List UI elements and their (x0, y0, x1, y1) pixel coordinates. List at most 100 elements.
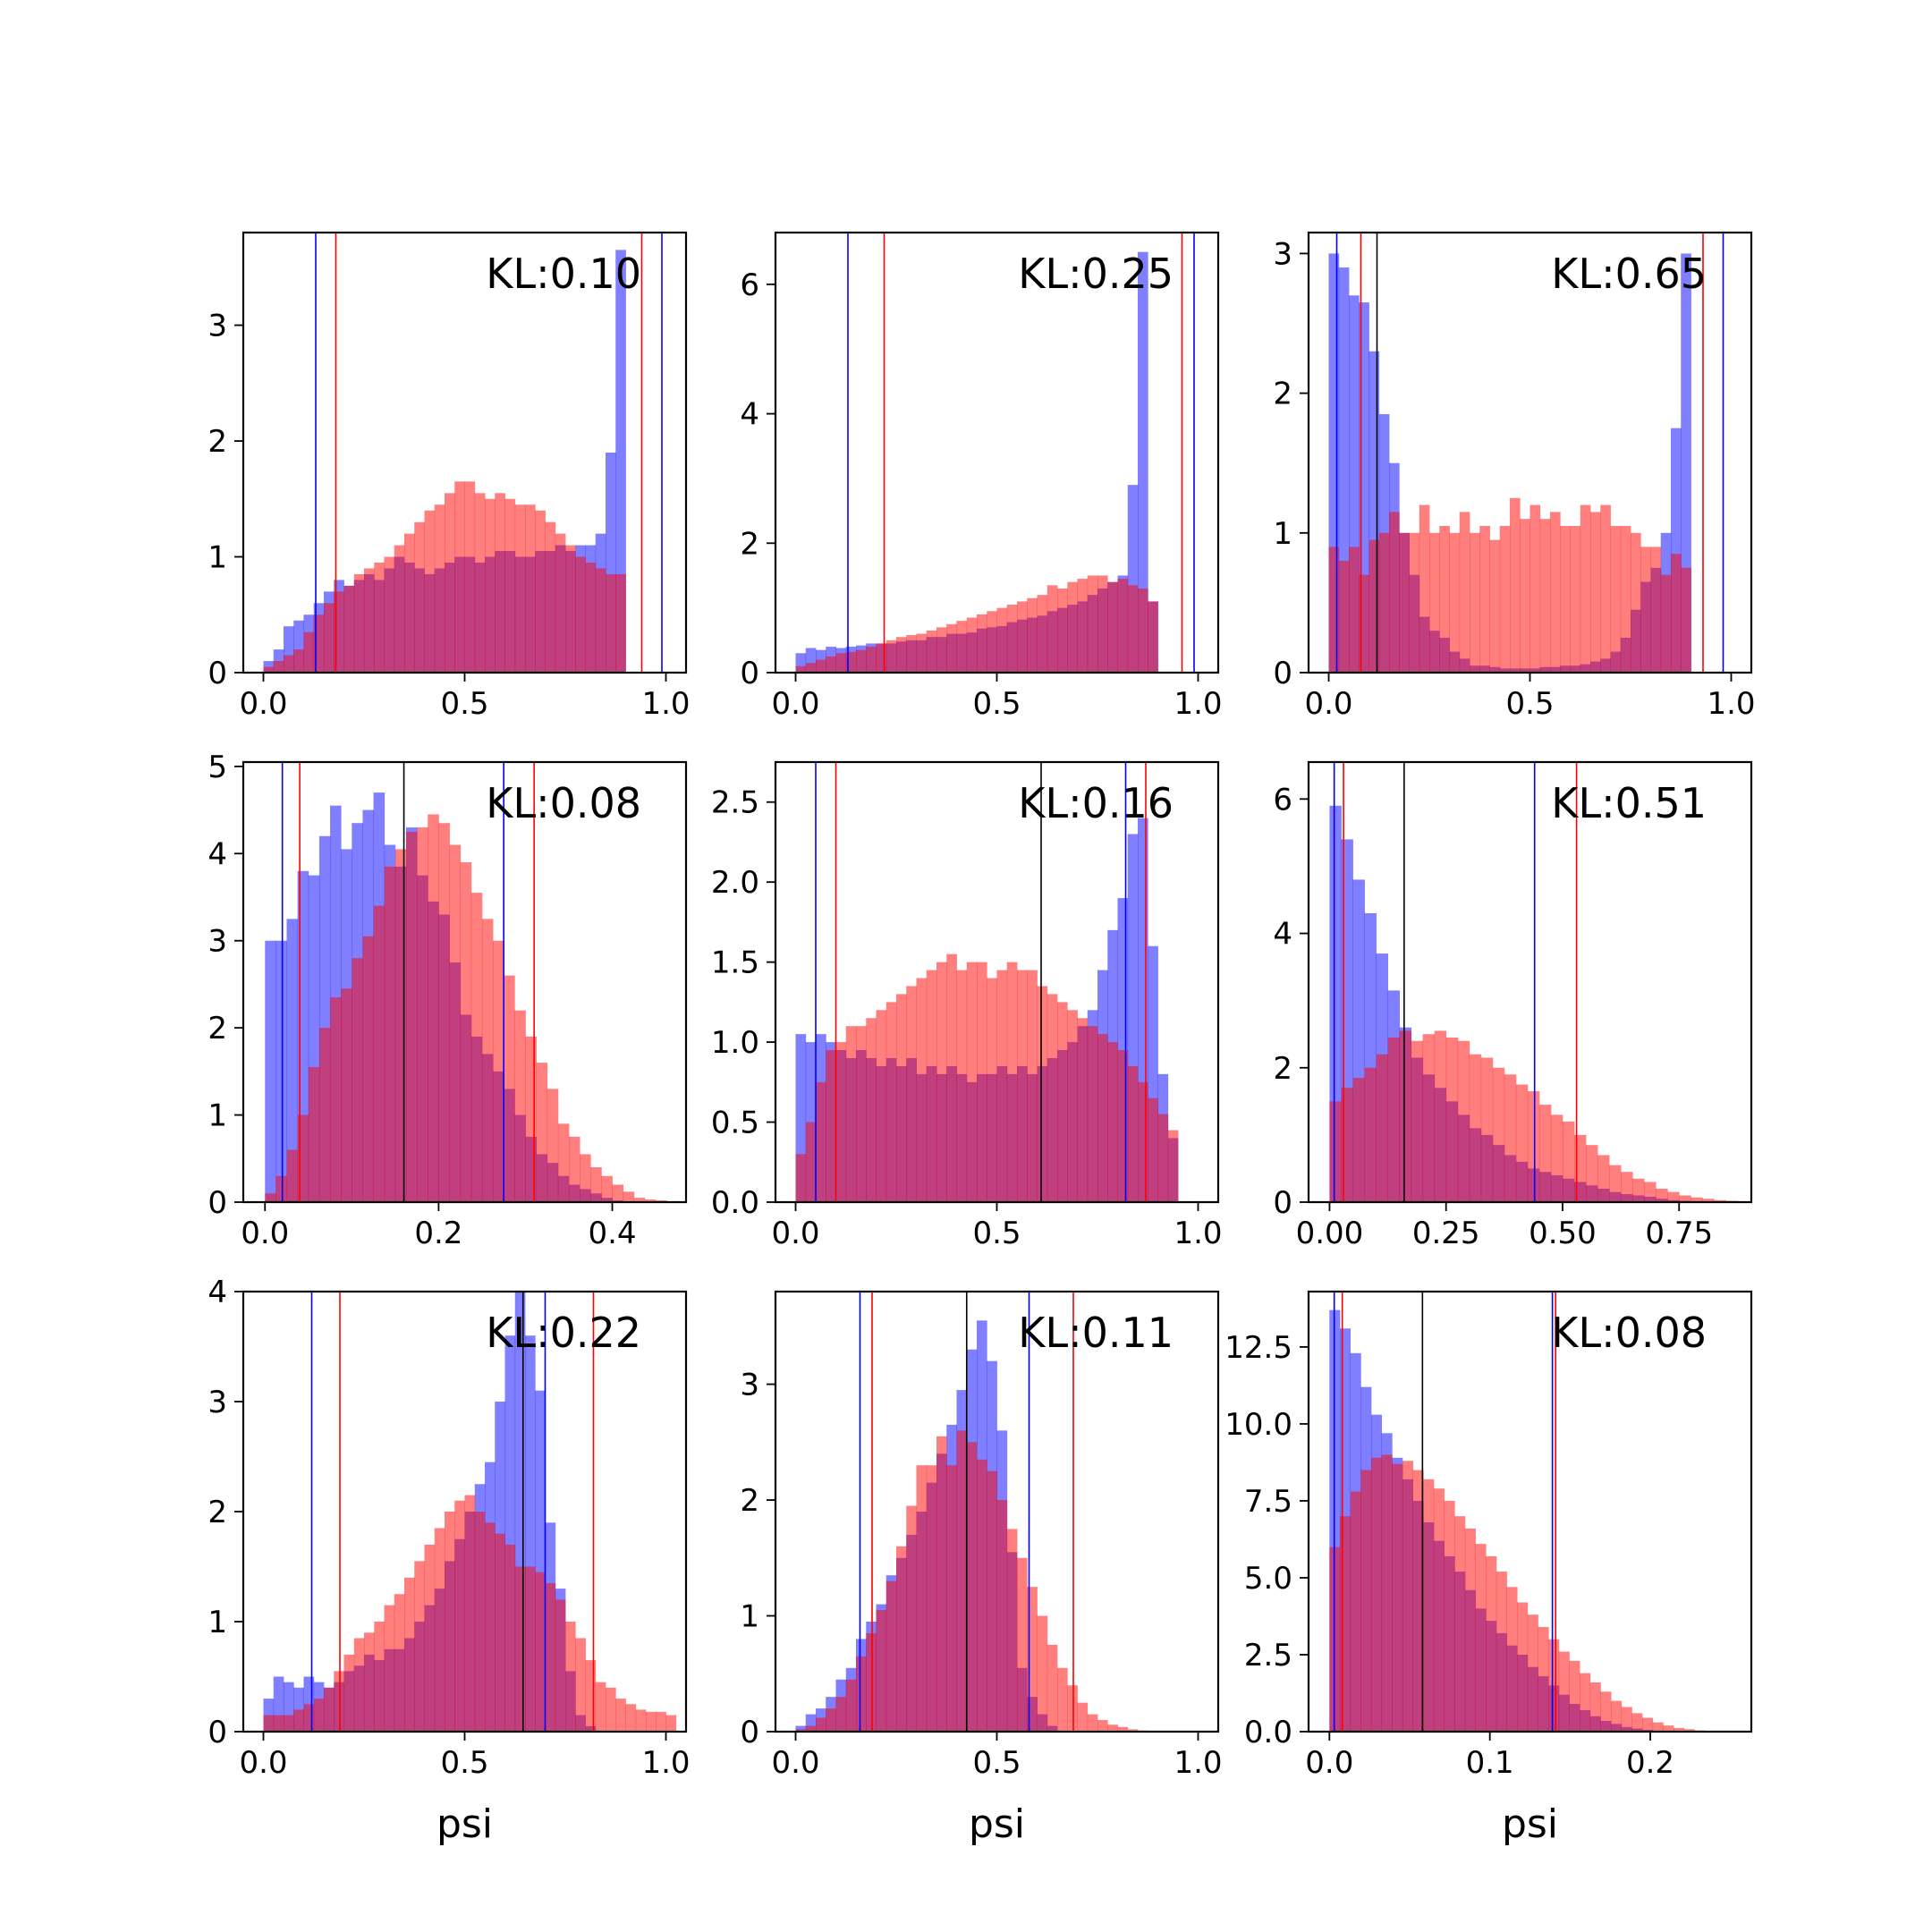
histogram-bar-red (1423, 1479, 1435, 1732)
histogram-bar-red (1667, 1191, 1680, 1202)
histogram-bar-blue (615, 250, 626, 673)
histogram-bar-red (1409, 532, 1420, 673)
histogram-bar-red (1539, 519, 1551, 673)
subplot-a: 0.0 0.5 1.0 0 1 2 3 KL:0.10 (208, 231, 691, 722)
histogram-bar-red (1077, 1702, 1089, 1732)
histogram-bar-red (1339, 1516, 1352, 1732)
histogram-bar-red (615, 573, 626, 673)
histogram-bar-red (826, 1708, 836, 1732)
histogram-bar-red (404, 533, 415, 673)
histogram-bar-red (956, 970, 968, 1202)
histogram-bar-red (987, 978, 997, 1202)
histogram-bar-red (525, 1036, 537, 1202)
histogram-bar-red (1679, 1195, 1691, 1202)
histogram-bar-blue (263, 661, 275, 673)
subplot-i: 0.0 0.1 0.2 0.0 2.5 5.0 7.5 10.0 12.5 KL:0.08 psi (1224, 1290, 1753, 1847)
subplot-f: 0.00 0.25 0.50 0.75 0 2 4 6 KL:0.51 (1273, 760, 1753, 1251)
histogram-bar-red (1402, 1461, 1413, 1732)
histogram-bar-red (404, 1577, 415, 1732)
histogram-bar-red (1464, 1528, 1476, 1732)
histogram-bar-blue (1349, 295, 1360, 673)
y-tick-label: 5.0 (1244, 1561, 1292, 1597)
x-tick-label: 1.0 (641, 686, 690, 722)
histogram-bar-red (615, 1699, 626, 1732)
histogram-bar-red (625, 1704, 637, 1732)
histogram-bar-red (384, 556, 395, 673)
histogram-bar-red (384, 1605, 395, 1732)
histogram-bar-red (916, 633, 928, 673)
x-tick-label: 0.0 (771, 1745, 819, 1781)
y-tick-label: 0 (208, 1715, 227, 1750)
y-tick-label: 3 (1273, 236, 1292, 272)
histogram-bar-red (1017, 1557, 1028, 1732)
histogram-bar-red (334, 591, 344, 673)
histogram-bar-red (495, 1533, 505, 1732)
histogram-bar-red (1527, 1614, 1538, 1732)
y-tick-label: 1 (208, 1098, 227, 1134)
y-tick-label: 7.5 (1244, 1484, 1292, 1520)
y-tick-label: 0 (740, 656, 759, 691)
histogram-bar-red (1027, 970, 1038, 1202)
histogram-bar-red (343, 1654, 355, 1732)
histogram-bar-red (303, 1704, 315, 1732)
histogram-bar-red (474, 1512, 486, 1732)
histogram-bar-red (896, 994, 907, 1202)
histogram-bar-red (1057, 1002, 1068, 1202)
histogram-bar-blue (525, 1335, 536, 1732)
histogram-bar-red (1652, 1722, 1664, 1732)
y-tick-label: 1 (740, 1599, 759, 1635)
histogram-bar-red (273, 661, 284, 673)
histogram-bar-blue (1138, 251, 1148, 673)
histogram-bar-red (394, 1594, 405, 1732)
histogram-bar-red (1562, 1121, 1575, 1202)
histogram-bar-red (1597, 1155, 1610, 1202)
histogram-bar-blue (265, 940, 276, 1202)
histogram-bar-red (1589, 1682, 1601, 1732)
histogram-bar-red (845, 651, 857, 673)
histogram-bar-red (987, 1470, 997, 1732)
y-tick-label: 0 (1273, 656, 1292, 691)
histogram-bar-red (568, 1136, 580, 1202)
histogram-bar-red (866, 1018, 877, 1202)
histogram-bar-red (805, 1122, 817, 1202)
histogram-bar-red (1419, 504, 1430, 673)
histogram-bar-red (795, 1154, 807, 1202)
histogram-bar-red (1457, 1040, 1470, 1202)
histogram-bar-red (845, 1026, 857, 1202)
histogram-bar-red (1510, 497, 1521, 673)
histogram-bar-red (374, 1622, 385, 1732)
histogram-bar-red (525, 1566, 536, 1732)
histogram-bar-red (263, 666, 275, 673)
histogram-bar-red (595, 1682, 606, 1732)
histogram-bar-red (916, 1465, 928, 1732)
histogram-bar-red (504, 975, 515, 1202)
histogram-bar-red (1479, 526, 1490, 673)
histogram-bar-red (845, 1679, 857, 1732)
histogram-bar-red (1560, 526, 1571, 673)
histogram-bar-red (1411, 1040, 1424, 1202)
histogram-bar-red (1359, 574, 1369, 673)
histogram-bar-blue (286, 919, 299, 1202)
histogram-bar-red (1517, 1602, 1529, 1732)
histogram-bar-red (1504, 1074, 1517, 1202)
histogram-bar-red (1580, 504, 1591, 673)
histogram-bar-red (1097, 1034, 1108, 1202)
histogram-bar-red (334, 1671, 344, 1732)
histogram-bar-red (795, 665, 807, 673)
histogram-bar-red (275, 1175, 287, 1202)
y-tick-label: 2 (208, 1011, 227, 1046)
histogram-bar-red (438, 823, 450, 1202)
histogram-bar-red (623, 1191, 635, 1202)
histogram-bar-red (1445, 1037, 1459, 1202)
histogram-bar-red (414, 521, 425, 673)
histogram-bar-red (414, 1561, 425, 1732)
histogram-bar-red (606, 1687, 616, 1732)
y-tick-label: 0.0 (711, 1185, 759, 1221)
kl-annotation: KL:0.25 (1018, 250, 1174, 298)
histogram-bar-red (373, 905, 386, 1202)
histogram-bar-red (886, 1580, 897, 1732)
histogram-bar-blue (284, 626, 294, 673)
x-tick-label: 0.5 (440, 1745, 488, 1781)
x-tick-label: 0.5 (1505, 686, 1554, 722)
